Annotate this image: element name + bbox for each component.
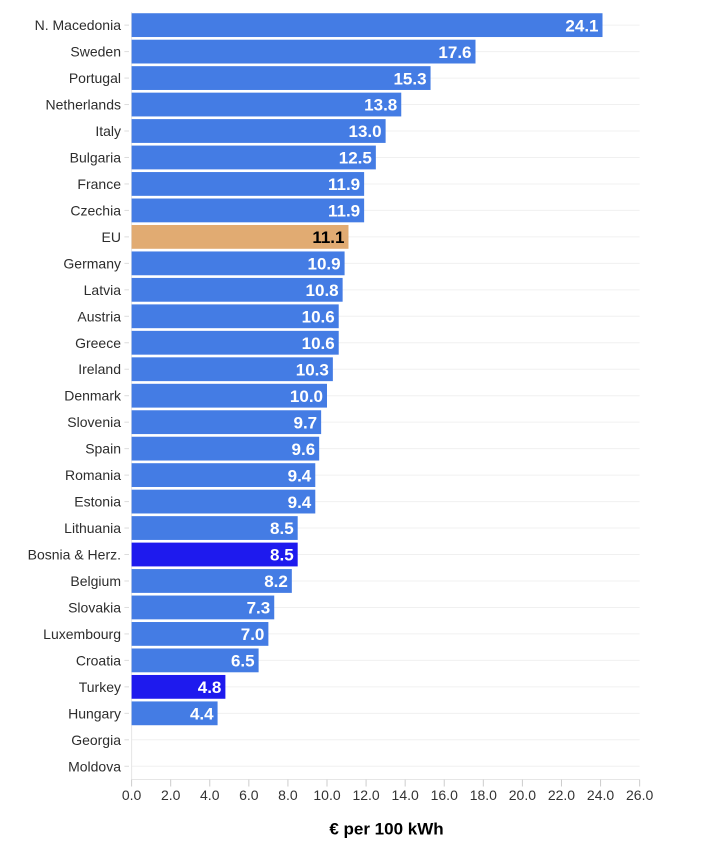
- svg-text:Luxembourg: Luxembourg: [43, 626, 121, 642]
- svg-text:Turkey: Turkey: [79, 679, 121, 695]
- svg-text:4.8: 4.8: [198, 678, 222, 697]
- svg-text:11.1: 11.1: [312, 228, 344, 247]
- svg-text:9.6: 9.6: [292, 440, 316, 459]
- svg-text:Latvia: Latvia: [84, 282, 122, 298]
- svg-text:Spain: Spain: [85, 441, 121, 457]
- svg-text:Bosnia & Herz.: Bosnia & Herz.: [28, 547, 121, 563]
- svg-text:22.0: 22.0: [548, 787, 575, 803]
- svg-text:Moldova: Moldova: [68, 758, 121, 774]
- svg-text:0.0: 0.0: [122, 787, 142, 803]
- svg-text:Netherlands: Netherlands: [46, 97, 122, 113]
- svg-text:€ per 100 kWh: € per 100 kWh: [329, 820, 443, 839]
- svg-text:4.4: 4.4: [190, 705, 214, 724]
- svg-text:8.5: 8.5: [270, 519, 294, 538]
- svg-text:8.2: 8.2: [264, 572, 288, 591]
- svg-text:8.5: 8.5: [270, 546, 294, 565]
- svg-text:Belgium: Belgium: [70, 573, 121, 589]
- svg-text:10.6: 10.6: [302, 307, 335, 326]
- svg-text:6.5: 6.5: [231, 652, 255, 671]
- svg-text:8.0: 8.0: [278, 787, 298, 803]
- svg-text:6.0: 6.0: [239, 787, 259, 803]
- svg-text:10.8: 10.8: [306, 281, 339, 300]
- svg-text:9.7: 9.7: [293, 413, 317, 432]
- svg-text:7.3: 7.3: [247, 599, 271, 618]
- svg-text:EU: EU: [102, 229, 121, 245]
- svg-text:Slovakia: Slovakia: [68, 599, 121, 615]
- svg-text:Czechia: Czechia: [70, 202, 121, 218]
- svg-text:12.0: 12.0: [352, 787, 379, 803]
- svg-text:Greece: Greece: [75, 335, 121, 351]
- svg-text:Sweden: Sweden: [70, 44, 121, 60]
- svg-text:Portugal: Portugal: [69, 70, 121, 86]
- svg-text:Austria: Austria: [77, 308, 121, 324]
- svg-text:13.8: 13.8: [364, 96, 397, 115]
- svg-text:17.6: 17.6: [438, 43, 471, 62]
- svg-text:11.9: 11.9: [328, 202, 360, 221]
- svg-text:13.0: 13.0: [349, 122, 382, 141]
- svg-text:24.1: 24.1: [565, 16, 598, 35]
- svg-text:11.9: 11.9: [328, 175, 360, 194]
- svg-text:Romania: Romania: [65, 467, 121, 483]
- svg-text:Germany: Germany: [63, 255, 121, 271]
- svg-text:18.0: 18.0: [470, 787, 497, 803]
- svg-text:Georgia: Georgia: [71, 732, 121, 748]
- svg-text:Slovenia: Slovenia: [67, 414, 121, 430]
- svg-text:4.0: 4.0: [200, 787, 220, 803]
- svg-text:10.0: 10.0: [290, 387, 323, 406]
- svg-text:26.0: 26.0: [626, 787, 653, 803]
- svg-text:Denmark: Denmark: [64, 388, 122, 404]
- svg-text:Hungary: Hungary: [68, 705, 121, 721]
- svg-text:10.6: 10.6: [302, 334, 335, 353]
- svg-text:14.0: 14.0: [392, 787, 419, 803]
- svg-text:7.0: 7.0: [241, 625, 265, 644]
- svg-text:Croatia: Croatia: [76, 652, 121, 668]
- svg-text:9.4: 9.4: [288, 466, 312, 485]
- svg-text:Bulgaria: Bulgaria: [70, 149, 122, 165]
- svg-text:9.4: 9.4: [288, 493, 312, 512]
- svg-text:Italy: Italy: [95, 123, 121, 139]
- svg-text:20.0: 20.0: [509, 787, 536, 803]
- svg-text:2.0: 2.0: [161, 787, 181, 803]
- svg-text:Lithuania: Lithuania: [64, 520, 121, 536]
- svg-text:N. Macedonia: N. Macedonia: [35, 17, 122, 33]
- svg-text:10.9: 10.9: [307, 255, 340, 274]
- svg-text:16.0: 16.0: [431, 787, 458, 803]
- svg-text:24.0: 24.0: [587, 787, 614, 803]
- svg-text:15.3: 15.3: [393, 69, 426, 88]
- svg-text:Estonia: Estonia: [74, 494, 121, 510]
- svg-text:10.3: 10.3: [296, 360, 329, 379]
- svg-text:10.0: 10.0: [313, 787, 340, 803]
- svg-text:12.5: 12.5: [339, 149, 372, 168]
- svg-text:France: France: [77, 176, 121, 192]
- svg-text:Ireland: Ireland: [78, 361, 121, 377]
